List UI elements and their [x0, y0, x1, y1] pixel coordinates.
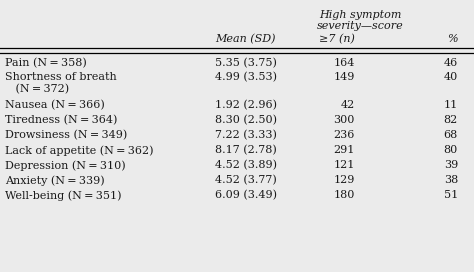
Text: ≥7 (n): ≥7 (n) — [319, 34, 355, 44]
Text: 4.52 (3.77): 4.52 (3.77) — [215, 175, 277, 185]
Text: Nausea (N = 366): Nausea (N = 366) — [5, 100, 105, 110]
Text: 6.09 (3.49): 6.09 (3.49) — [215, 190, 277, 200]
Text: 4.99 (3.53): 4.99 (3.53) — [215, 72, 277, 82]
Text: 300: 300 — [334, 115, 355, 125]
Text: Lack of appetite (N = 362): Lack of appetite (N = 362) — [5, 145, 154, 156]
Text: Well-being (N = 351): Well-being (N = 351) — [5, 190, 121, 200]
Text: 149: 149 — [334, 72, 355, 82]
Text: 46: 46 — [444, 58, 458, 68]
Text: 11: 11 — [444, 100, 458, 110]
Text: %: % — [447, 34, 458, 44]
Text: High symptom: High symptom — [319, 10, 401, 20]
Text: severity—score: severity—score — [317, 21, 403, 31]
Text: 40: 40 — [444, 72, 458, 82]
Text: Mean (SD): Mean (SD) — [215, 34, 275, 44]
Text: 38: 38 — [444, 175, 458, 185]
Text: 8.30 (2.50): 8.30 (2.50) — [215, 115, 277, 125]
Text: 68: 68 — [444, 130, 458, 140]
Text: 4.52 (3.89): 4.52 (3.89) — [215, 160, 277, 170]
Text: (N = 372): (N = 372) — [5, 84, 69, 94]
Text: 291: 291 — [334, 145, 355, 155]
Text: 7.22 (3.33): 7.22 (3.33) — [215, 130, 277, 140]
Text: 121: 121 — [334, 160, 355, 170]
Text: 5.35 (3.75): 5.35 (3.75) — [215, 58, 277, 68]
Text: Tiredness (N = 364): Tiredness (N = 364) — [5, 115, 118, 125]
Text: 236: 236 — [334, 130, 355, 140]
Text: Shortness of breath: Shortness of breath — [5, 72, 117, 82]
Text: 180: 180 — [334, 190, 355, 200]
Text: Pain (N = 358): Pain (N = 358) — [5, 58, 87, 68]
Text: 51: 51 — [444, 190, 458, 200]
Text: 164: 164 — [334, 58, 355, 68]
Text: 80: 80 — [444, 145, 458, 155]
Text: 1.92 (2.96): 1.92 (2.96) — [215, 100, 277, 110]
Text: Anxiety (N = 339): Anxiety (N = 339) — [5, 175, 105, 186]
Text: 82: 82 — [444, 115, 458, 125]
Text: Drowsiness (N = 349): Drowsiness (N = 349) — [5, 130, 127, 140]
Text: 8.17 (2.78): 8.17 (2.78) — [215, 145, 277, 155]
Text: 42: 42 — [341, 100, 355, 110]
Text: 39: 39 — [444, 160, 458, 170]
Text: Depression (N = 310): Depression (N = 310) — [5, 160, 126, 171]
Text: 129: 129 — [334, 175, 355, 185]
